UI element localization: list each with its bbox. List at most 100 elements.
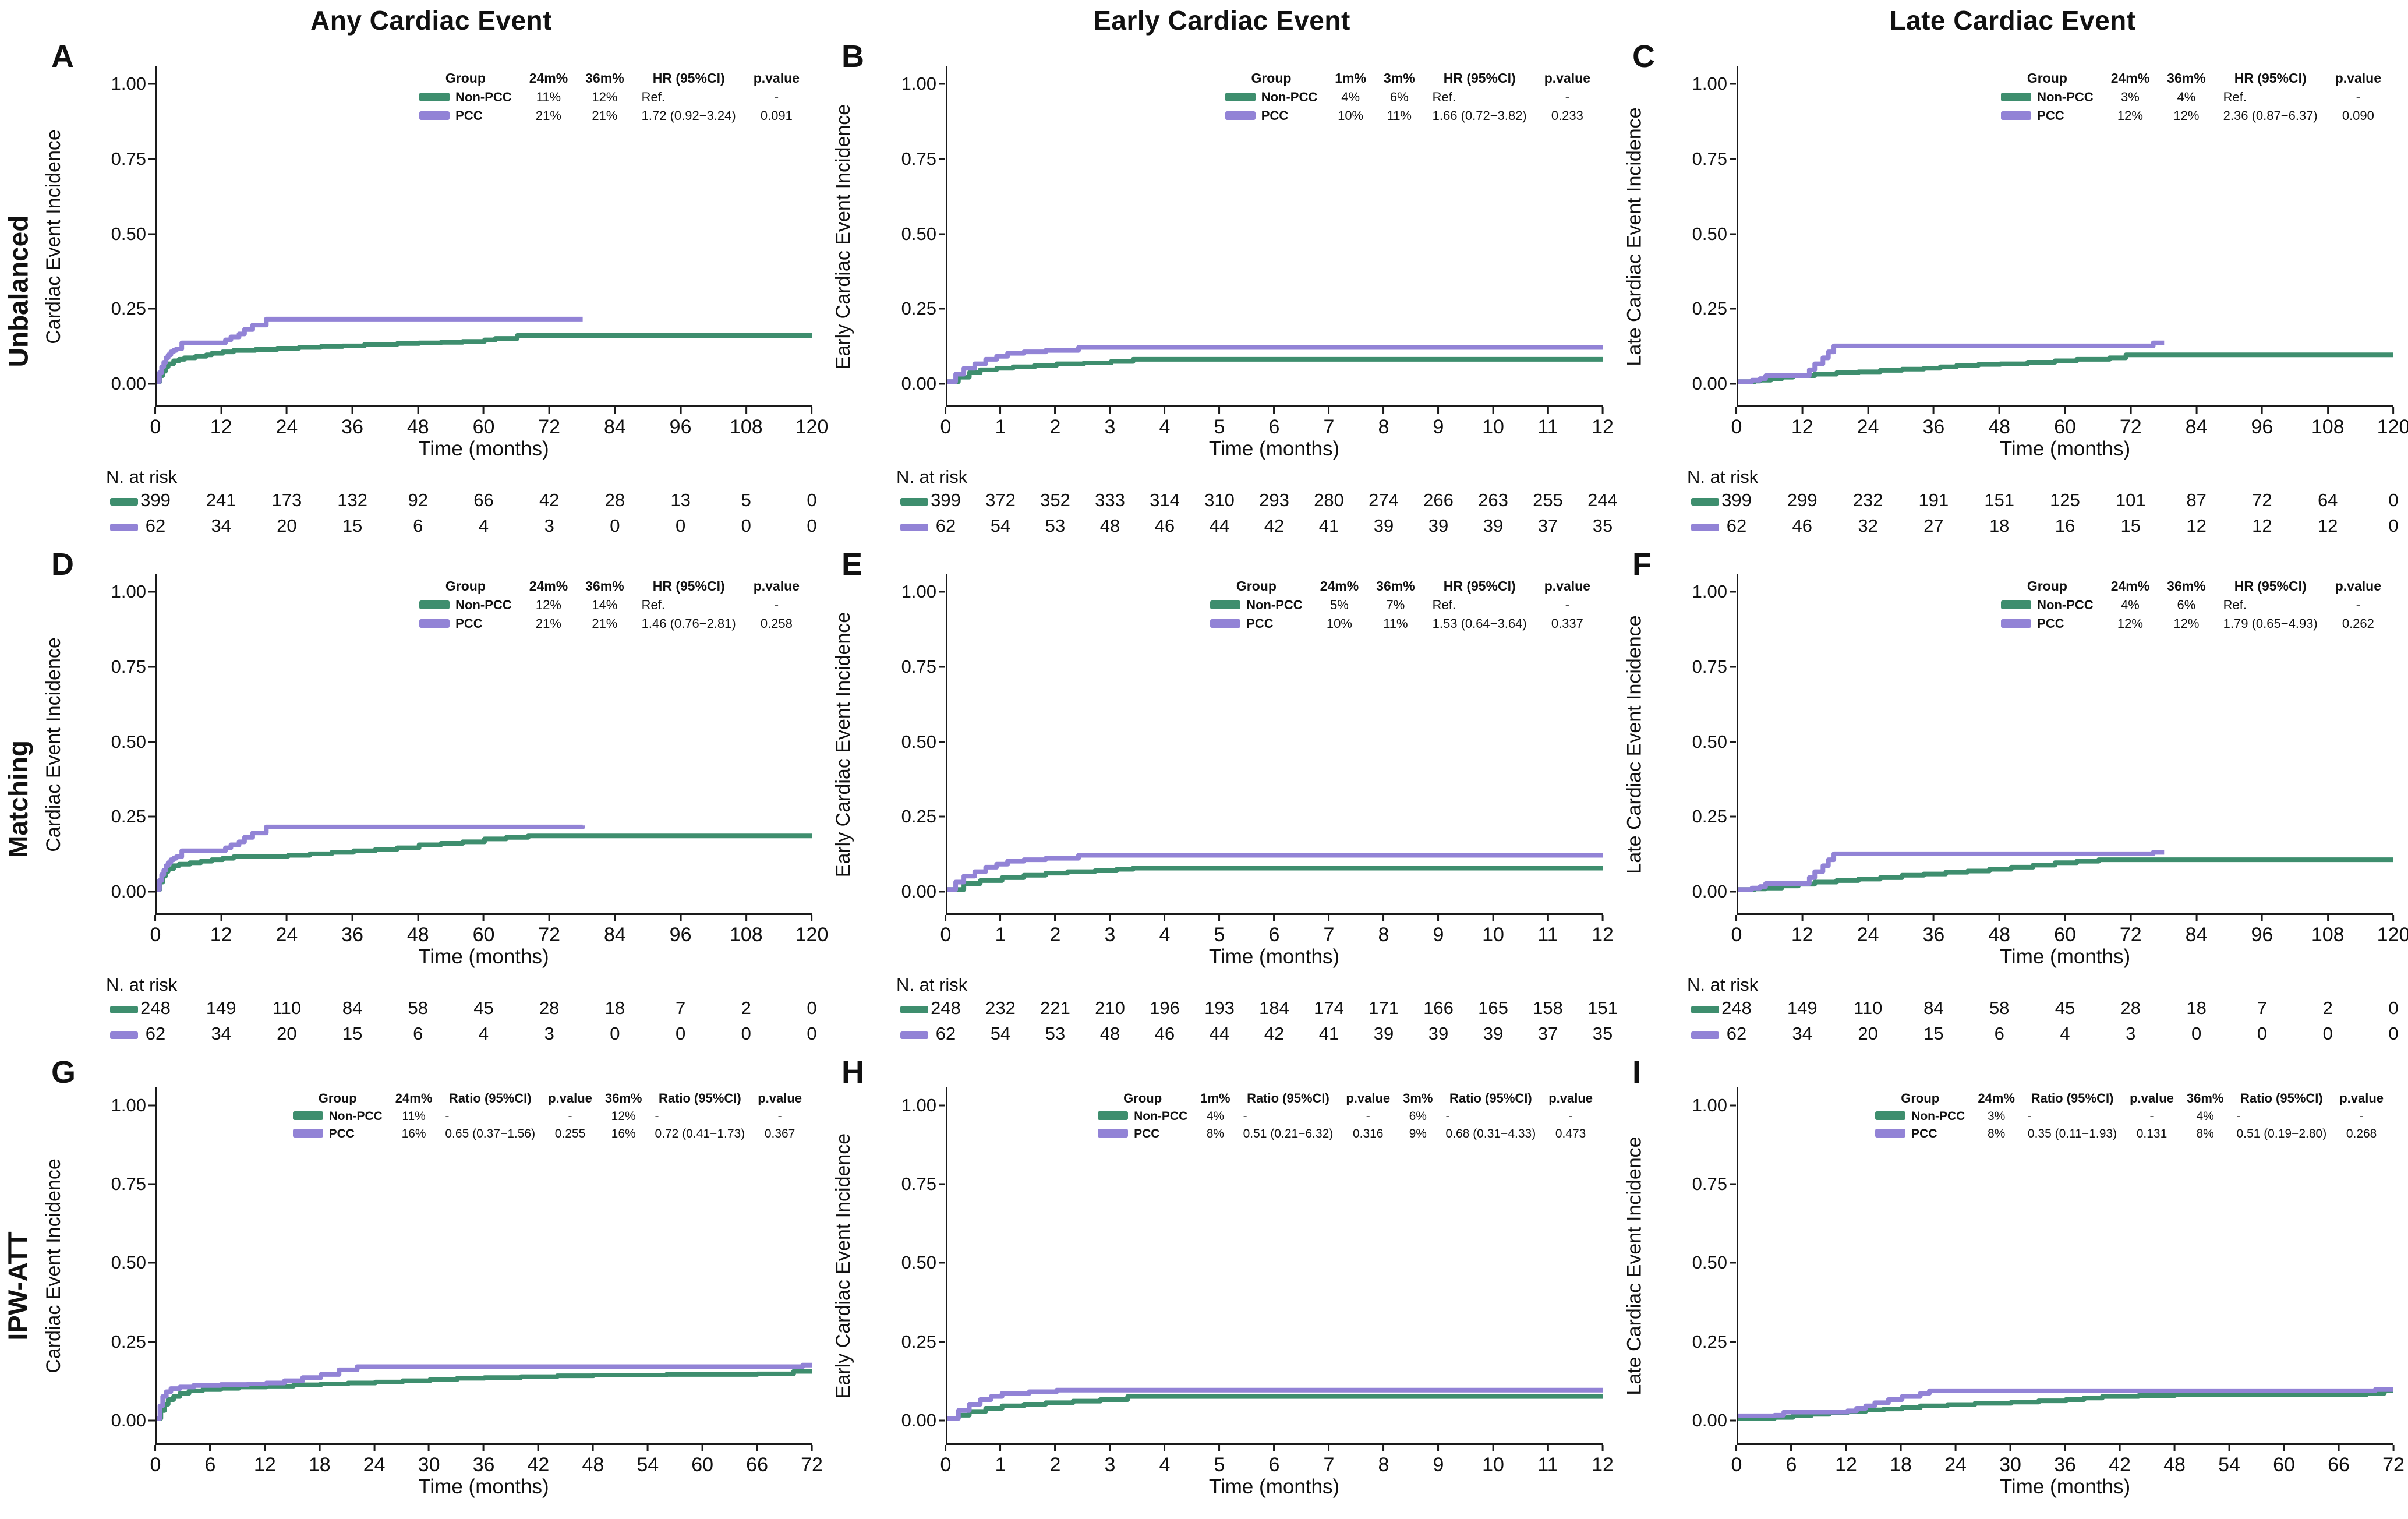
- y-tick-label: 0.00: [1692, 1410, 1727, 1430]
- pcc-swatch: [110, 1031, 138, 1039]
- stats-legend: Group 24m% 36m% HR (95%CI) p.value Non-PCC 5% 7…: [1201, 577, 1599, 633]
- y-tick-label: 0.75: [901, 656, 936, 677]
- legend-group-cell: PCC: [287, 1125, 389, 1143]
- stats-legend-header: HR (95%CI): [2234, 70, 2307, 86]
- non-pcc-swatch: [1875, 1111, 1906, 1120]
- y-tick-label: 0.25: [901, 806, 936, 827]
- legend-group-cell: PCC: [411, 614, 521, 633]
- risk-row: 62 54 53 48 46 44 42 41 39 39 39 37 35: [900, 1023, 1613, 1049]
- legend-value-cell: 8%: [1987, 1127, 2006, 1140]
- x-tick-label: 4: [1159, 924, 1171, 946]
- x-tick-label: 0: [150, 1454, 161, 1476]
- x-axis-label: Time (months): [1208, 1475, 1340, 1498]
- risk-count: 42: [1264, 515, 1285, 536]
- risk-count: 44: [1209, 515, 1230, 536]
- x-axis-label: Time (months): [418, 945, 549, 968]
- stats-legend-row: Non-PCC 4% 6% Ref. -: [1217, 88, 1599, 107]
- x-tick-label: 10: [1482, 924, 1504, 946]
- legend-value-cell: Ref.: [2223, 90, 2247, 104]
- x-tick-label: 96: [2251, 416, 2273, 438]
- stats-legend-header: p.value: [753, 578, 800, 594]
- x-tick-label: 72: [538, 416, 561, 438]
- risk-count: 171: [1369, 998, 1399, 1018]
- column-title-any: Any Cardiac Event: [310, 5, 552, 36]
- x-tick-label: 12: [1592, 416, 1614, 438]
- plot-area: Group 24m% 36m% HR (95%CI) p.value Non-PCC 11%…: [155, 66, 812, 407]
- risk-count: 248: [931, 998, 961, 1018]
- risk-count: 20: [277, 1023, 297, 1044]
- non-pcc-swatch: [419, 92, 450, 101]
- stats-legend-header: Ratio (95%CI): [2240, 1091, 2323, 1105]
- stats-legend-row: PCC 21% 21% 1.72 (0.92−3.24) 0.091: [411, 107, 808, 125]
- panel-letter: A: [51, 39, 74, 74]
- pcc-swatch: [900, 524, 928, 531]
- risk-count: 4: [478, 1023, 489, 1044]
- legend-value-cell: 11%: [402, 1110, 426, 1123]
- legend-value-cell: 0.268: [2346, 1127, 2377, 1140]
- series-pcc: [947, 347, 1603, 381]
- x-axis-label: Time (months): [418, 1475, 549, 1498]
- x-tick-label: 0: [1731, 924, 1742, 946]
- stats-legend: Group 1m% 3m% HR (95%CI) p.value Non-PCC 4% 6% R…: [1217, 69, 1599, 125]
- x-tick-label: 72: [538, 924, 561, 946]
- risk-count: 12: [2252, 515, 2272, 536]
- risk-count: 15: [342, 1023, 363, 1044]
- panel-letter: I: [1632, 1055, 1642, 1090]
- stats-legend-header: 1m%: [1335, 70, 1366, 86]
- risk-count: 173: [271, 490, 302, 510]
- series-pcc: [1738, 1390, 2393, 1416]
- risk-table: N. at risk 248 232 221 210 196 193 184 174 171 166…: [826, 974, 1618, 1049]
- x-tick-label: 36: [472, 1454, 495, 1476]
- legend-group-cell: PCC: [1217, 107, 1327, 125]
- row-label-ipw-att: IPW-ATT: [0, 1053, 36, 1519]
- km-curves: [1738, 66, 2393, 405]
- risk-count: 28: [2120, 998, 2141, 1018]
- risk-count: 314: [1150, 490, 1180, 510]
- risk-count: 20: [277, 515, 297, 536]
- risk-count: 372: [985, 490, 1016, 510]
- legend-value-cell: 3%: [2121, 90, 2140, 104]
- risk-count: 39: [1483, 515, 1504, 536]
- x-tick-label: 6: [1268, 1454, 1280, 1476]
- legend-value-cell: Ref.: [1432, 90, 1456, 104]
- risk-table-title: N. at risk: [106, 974, 178, 995]
- y-tick-label: 1.00: [111, 1094, 146, 1115]
- legend-value-cell: 10%: [1338, 108, 1364, 123]
- y-tick-label: 0.75: [111, 1173, 146, 1194]
- y-axis-ticks: 1.00 0.75 0.50 0.25 0.00: [1652, 574, 1737, 915]
- plot-area: Group 1m% 3m% HR (95%CI) p.value Non-PCC 4% 6% R…: [946, 66, 1603, 407]
- non-pcc-swatch: [1691, 498, 1719, 506]
- non-pcc-swatch: [419, 600, 450, 609]
- pcc-swatch: [419, 619, 450, 628]
- risk-count: 399: [140, 490, 171, 510]
- risk-count: 191: [1918, 490, 1949, 510]
- stats-legend: Group 24m% Ratio (95%CI) p.value 36m% Ratio (…: [287, 1089, 808, 1143]
- x-axis-ticks: 0 6 12 18 24 30 36 42 48 54 60 66 72: [1731, 1445, 2405, 1476]
- risk-count: 0: [2388, 1023, 2399, 1044]
- risk-row: 399 299 232 191 151 125 101 87 72 64 0: [1691, 490, 2399, 515]
- x-tick-label: 6: [1268, 924, 1280, 946]
- y-tick-label: 1.00: [1692, 73, 1727, 94]
- risk-count: 158: [1533, 998, 1563, 1018]
- y-axis-label: Early Cardiac Event Incidence: [832, 104, 855, 370]
- series-pcc: [157, 319, 583, 381]
- risk-table-title: N. at risk: [1687, 974, 1759, 995]
- y-axis-ticks: 1.00 0.75 0.50 0.25 0.00: [71, 66, 155, 407]
- plot-row: Early Cardiac Event Incidence 1.00 0.75 0.5…: [826, 1087, 1617, 1445]
- risk-count: 44: [1209, 1023, 1230, 1044]
- panel-D: D Cardiac Event Incidence 1.00 0.75 0.50 0.25…: [36, 545, 829, 1053]
- plot-row: Cardiac Event Incidence 1.00 0.75 0.50 0.25 0…: [36, 66, 826, 407]
- legend-value-cell: -: [2356, 90, 2361, 104]
- y-tick-label: 0.00: [901, 373, 936, 394]
- risk-table: N. at risk 399 299 232 191 151 125 101 87 72 64 0 62…: [1617, 467, 2408, 541]
- y-axis-label-box: Early Cardiac Event Incidence: [826, 66, 861, 407]
- risk-count: 48: [1099, 515, 1120, 536]
- x-tick-label: 72: [2119, 416, 2142, 438]
- x-tick-label: 66: [746, 1454, 768, 1476]
- risk-row: 62 54 53 48 46 44 42 41 39 39 39 37 35: [900, 515, 1613, 541]
- risk-count: 221: [1040, 998, 1070, 1018]
- column-title-early: Early Cardiac Event: [1093, 5, 1350, 36]
- stats-legend-header: 24m%: [1978, 1091, 2015, 1105]
- legend-value-cell: -: [1565, 598, 1570, 612]
- pcc-swatch: [1691, 1031, 1719, 1039]
